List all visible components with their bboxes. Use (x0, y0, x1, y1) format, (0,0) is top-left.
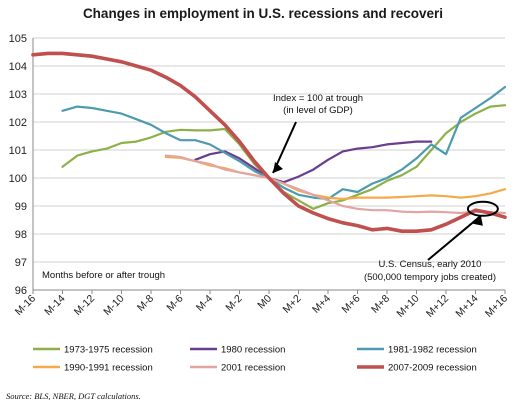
series-line (31, 51, 507, 233)
series-line (194, 140, 433, 184)
y-tick-label: 96 (15, 285, 27, 297)
series-line (164, 154, 507, 215)
y-tick-label: 105 (9, 33, 27, 45)
y-tick-label: 97 (15, 257, 27, 269)
y-tick-label: 103 (9, 89, 27, 101)
annotation-index-text: Index = 100 at trough (in level of GDP) (273, 93, 363, 116)
x-tick-label: M-8 (135, 293, 156, 314)
annotations: Index = 100 at trough (in level of GDP) U.… (42, 93, 499, 283)
census-arrow (427, 215, 482, 261)
x-tick-label: M-6 (164, 293, 185, 314)
y-tick-label: 98 (15, 229, 27, 241)
legend: 1973-1975 recession 1980 recession 1981-19… (33, 345, 477, 374)
source-note: Source: BLS, NBER, DGT calculations. (6, 391, 141, 401)
x-tick-label: M+14 (453, 293, 480, 320)
y-tick-label: 101 (9, 145, 27, 157)
legend-label: 1980 recession (221, 345, 285, 356)
x-tick-label: M+12 (424, 293, 451, 320)
legend-label: 1973-1975 recession (64, 345, 153, 356)
x-tick-label: M+8 (369, 293, 392, 316)
annotation-census-text: U.S. Census, early 2010 (500,000 tempory … (364, 259, 496, 283)
legend-label: 1981-1982 recession (388, 345, 477, 356)
arrowhead (273, 162, 283, 173)
y-tick-label: 100 (9, 173, 27, 185)
x-tick-label: M+2 (280, 293, 303, 316)
legend-label: 1990-1991 recession (64, 363, 153, 374)
legend-label: 2001 recession (221, 363, 285, 374)
series-lines (31, 51, 507, 233)
x-tick-label: M-10 (101, 293, 127, 319)
census-highlight-circle (466, 200, 499, 217)
x-tick-label: M+4 (310, 293, 333, 316)
legend-label: 2007-2009 recession (388, 363, 477, 374)
x-tick-label: M-2 (223, 293, 244, 314)
arrowhead (472, 215, 483, 226)
gridlines (33, 37, 505, 291)
y-tick-label: 104 (9, 61, 27, 73)
x-tick-label: M+16 (483, 293, 510, 320)
x-tick-label: M+10 (394, 293, 421, 320)
y-tick-label: 102 (9, 117, 27, 129)
x-tick-label: M-14 (42, 293, 68, 319)
y-tick-label: 99 (15, 201, 27, 213)
x-tick-label: M0 (255, 293, 274, 312)
x-tick-label: M-4 (194, 293, 215, 314)
x-tick-label: M-12 (72, 293, 98, 319)
series-line (61, 85, 507, 201)
chart-title: Changes in employment in U.S. recessions… (83, 6, 443, 21)
annotation-months-text: Months before or after trough (42, 270, 165, 281)
x-tick-label: M+6 (339, 293, 362, 316)
